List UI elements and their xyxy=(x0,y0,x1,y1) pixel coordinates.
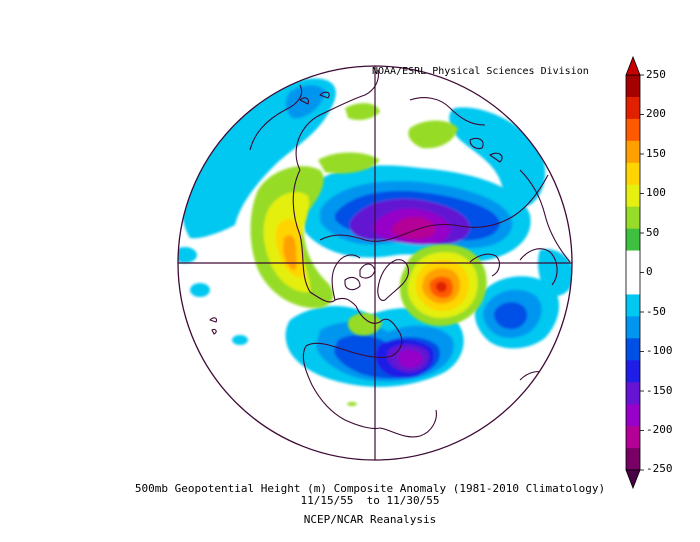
colorbar-tick-label: 0 xyxy=(646,265,653,278)
colorbar-swatch xyxy=(626,96,640,120)
colorbar-tick-label: -50 xyxy=(646,305,666,318)
colorbar-swatch xyxy=(626,382,640,405)
colorbar-swatch xyxy=(626,184,640,207)
colorbar-min-arrow xyxy=(625,469,641,490)
caption-source: NCEP/NCAR Reanalysis xyxy=(303,513,437,526)
colorbar-swatch xyxy=(626,75,640,98)
colorbar-swatch xyxy=(626,206,640,229)
negative-anomaly-pacific xyxy=(182,78,336,239)
colorbar-tick-label: -200 xyxy=(646,423,673,436)
colorbar-swatch xyxy=(626,228,640,251)
colorbar-swatch xyxy=(626,426,640,449)
colorbar-swatch xyxy=(626,140,640,164)
colorbar-swatch xyxy=(626,360,640,383)
colorbar-swatch xyxy=(626,250,640,273)
colorbar-tick-label: 200 xyxy=(646,107,666,120)
colorbar-tick-label: 150 xyxy=(646,147,666,160)
colorbar-tick-label: -100 xyxy=(646,344,673,357)
colorbar-swatch xyxy=(626,448,640,471)
colorbar-swatch xyxy=(626,316,640,339)
coastlines xyxy=(209,69,571,438)
colorbar xyxy=(625,55,644,490)
hemisphere-outline xyxy=(177,65,573,461)
colorbar-tick-label: 100 xyxy=(646,186,666,199)
colorbar-tick-label: 250 xyxy=(646,68,666,81)
colorbar-tick-label: -150 xyxy=(646,384,673,397)
colorbar-swatch xyxy=(626,294,640,317)
colorbar-max-arrow xyxy=(625,55,641,76)
anomaly-field xyxy=(178,66,572,460)
colorbar-tick-label: 50 xyxy=(646,226,660,239)
colorbar-swatch xyxy=(626,162,640,186)
colorbar-swatch xyxy=(626,338,640,361)
caption-dates: 11/15/55 to 11/30/55 xyxy=(300,494,440,507)
colorbar-swatch xyxy=(626,404,640,427)
colorbar-swatch xyxy=(626,118,640,142)
caption-title: 500mb Geopotential Height (m) Composite … xyxy=(134,482,606,495)
colorbar-tick-label: -250 xyxy=(646,462,673,475)
credit-label: NOAA/ESRL Physical Sciences Division xyxy=(372,66,589,77)
colorbar-swatch xyxy=(626,272,640,295)
